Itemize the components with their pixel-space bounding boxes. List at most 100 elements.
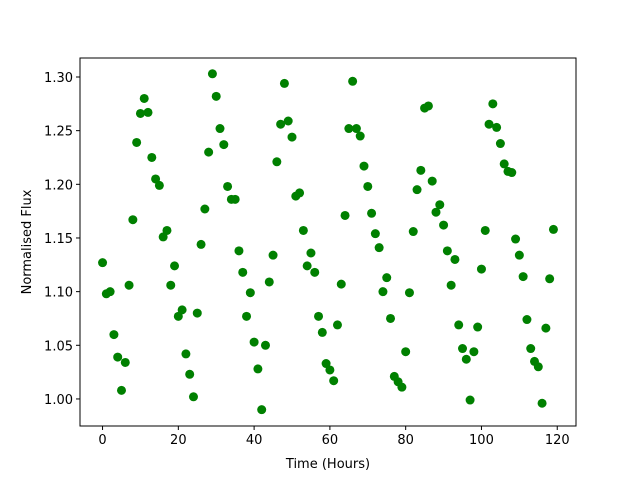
point <box>492 122 502 132</box>
point <box>234 246 244 256</box>
point <box>147 152 157 162</box>
point <box>382 273 392 283</box>
point <box>302 261 312 271</box>
point <box>548 224 558 234</box>
x-axis-label: Time (Hours) <box>285 457 370 472</box>
point <box>469 347 479 357</box>
point <box>473 322 483 332</box>
point <box>336 279 346 289</box>
point <box>461 354 471 364</box>
point <box>124 280 134 290</box>
point <box>374 243 384 253</box>
point <box>253 364 263 374</box>
point <box>177 305 187 315</box>
point <box>537 398 547 408</box>
point <box>423 101 433 111</box>
point <box>132 137 142 147</box>
point <box>495 139 505 149</box>
point <box>215 124 225 134</box>
point <box>439 220 449 230</box>
point <box>260 340 270 350</box>
point <box>401 347 411 357</box>
point <box>268 250 278 260</box>
point <box>344 124 354 134</box>
point <box>204 147 214 157</box>
point <box>310 267 320 277</box>
point <box>351 124 361 134</box>
point <box>276 119 286 129</box>
point <box>355 131 365 141</box>
point <box>454 320 464 330</box>
point <box>450 254 460 264</box>
y-tick-label: 1.25 <box>44 125 73 140</box>
point <box>446 280 456 290</box>
point <box>113 352 123 362</box>
point <box>507 168 517 178</box>
point <box>363 181 373 191</box>
point <box>442 246 452 256</box>
point <box>332 320 342 330</box>
point <box>196 239 206 249</box>
point <box>488 99 498 109</box>
point <box>257 405 267 415</box>
y-tick-label: 1.20 <box>44 178 73 193</box>
point <box>192 308 202 318</box>
point <box>416 165 426 175</box>
point <box>404 288 414 298</box>
point <box>541 323 551 333</box>
point <box>211 91 221 101</box>
point <box>105 287 115 297</box>
point <box>109 330 119 340</box>
point <box>476 264 486 274</box>
point <box>200 204 210 214</box>
point <box>397 382 407 392</box>
point <box>279 78 289 88</box>
point <box>154 180 164 190</box>
point <box>245 288 255 298</box>
point <box>408 227 418 237</box>
x-tick-label: 40 <box>246 433 263 448</box>
point <box>545 274 555 284</box>
point <box>348 76 358 86</box>
point <box>511 234 521 244</box>
point <box>120 357 130 367</box>
point <box>139 93 149 103</box>
point <box>181 349 191 359</box>
point <box>522 315 532 325</box>
point <box>435 200 445 210</box>
y-tick-label: 1.30 <box>44 71 73 86</box>
point <box>116 385 126 395</box>
point <box>526 344 536 354</box>
point <box>431 207 441 217</box>
point <box>386 313 396 323</box>
point <box>207 69 217 79</box>
point <box>238 267 248 277</box>
point <box>514 250 524 260</box>
y-tick-label: 1.05 <box>44 339 73 354</box>
point <box>518 272 528 282</box>
point <box>298 225 308 235</box>
point <box>162 225 172 235</box>
point <box>287 132 297 142</box>
point <box>367 208 377 218</box>
point <box>359 161 369 171</box>
point <box>458 344 468 354</box>
plot-frame <box>79 57 577 427</box>
point <box>499 159 509 169</box>
point <box>378 287 388 297</box>
x-tick-label: 0 <box>98 433 106 448</box>
x-tick-label: 20 <box>170 433 187 448</box>
point <box>185 369 195 379</box>
y-tick-label: 1.10 <box>44 286 73 301</box>
point <box>98 258 108 268</box>
point <box>135 108 145 118</box>
point <box>166 280 176 290</box>
point <box>480 225 490 235</box>
point <box>188 392 198 402</box>
x-tick-label: 100 <box>469 433 494 448</box>
point <box>325 365 335 375</box>
y-tick-label: 1.15 <box>44 232 73 247</box>
point <box>427 176 437 186</box>
point <box>370 229 380 239</box>
